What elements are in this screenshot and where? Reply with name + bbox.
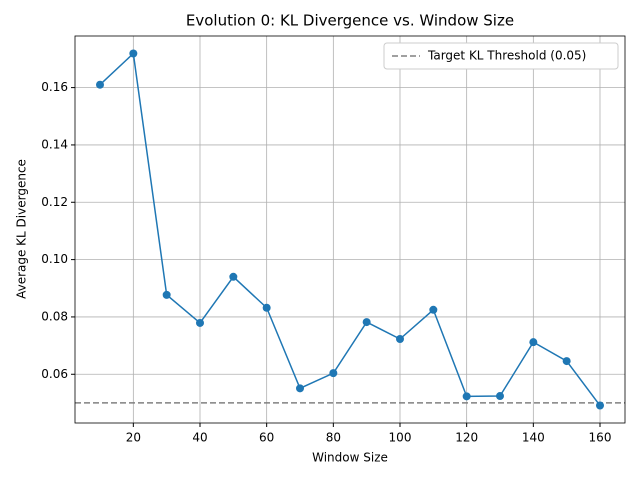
x-tick-label: 120: [455, 431, 478, 445]
data-point: [329, 369, 338, 378]
legend-box: [383, 42, 619, 70]
x-tick-label: 40: [192, 431, 207, 445]
x-tick-label: 160: [589, 431, 612, 445]
data-point: [529, 338, 538, 347]
y-tick-label: 0.08: [41, 309, 68, 323]
x-tick-label: 60: [259, 431, 274, 445]
x-axis-label: Window Size: [312, 451, 388, 465]
data-point: [429, 305, 438, 314]
plot-frame: [74, 35, 626, 424]
data-point: [596, 401, 604, 410]
data-point: [396, 335, 404, 344]
data-point: [162, 290, 171, 299]
data-point: [462, 392, 471, 401]
data-point: [562, 357, 571, 366]
legend-label: Target KL Threshold (0.05): [427, 49, 586, 63]
x-tick-label: 80: [326, 431, 341, 445]
data-point: [262, 303, 271, 312]
data-point: [196, 318, 204, 327]
x-tick-label: 20: [126, 431, 141, 445]
y-axis-label: Average KL Divergence: [15, 159, 29, 299]
data-point: [129, 49, 138, 58]
x-tick-label: 100: [389, 431, 412, 445]
y-tick-label: 0.16: [41, 80, 68, 94]
data-point: [229, 272, 238, 281]
data-point: [496, 392, 504, 401]
y-tick-label: 0.14: [41, 137, 68, 151]
data-point: [362, 318, 371, 327]
data-point: [296, 384, 304, 393]
y-tick-label: 0.12: [41, 195, 68, 209]
y-tick-label: 0.06: [41, 367, 68, 381]
chart-title: Evolution 0: KL Divergence vs. Window Si…: [186, 12, 514, 30]
x-tick-label: 140: [522, 431, 545, 445]
y-tick-label: 0.10: [41, 252, 68, 266]
data-point: [96, 80, 104, 89]
data-line: [99, 51, 601, 406]
